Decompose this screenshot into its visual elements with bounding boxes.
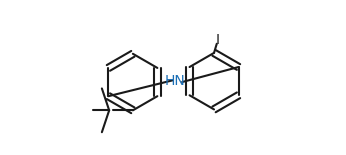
Text: HN: HN <box>164 74 185 88</box>
Text: I: I <box>216 33 220 47</box>
